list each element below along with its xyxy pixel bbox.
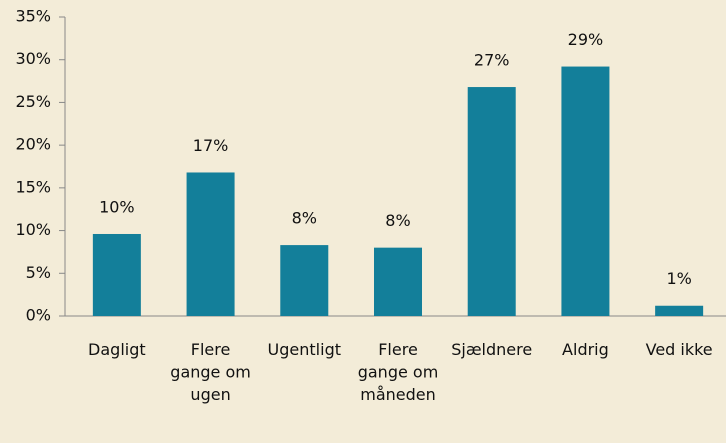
y-tick-label: 10% <box>15 220 51 239</box>
x-tick-label: Ugentligt <box>268 340 341 359</box>
x-tick-label: Flere gange om ugen <box>170 340 251 404</box>
data-label: 8% <box>385 211 410 230</box>
bar <box>374 247 422 316</box>
data-label: 8% <box>292 209 317 228</box>
data-label: 10% <box>99 197 135 216</box>
x-tick-label: Ved ikke <box>646 340 713 359</box>
data-label: 17% <box>193 136 229 155</box>
data-label: 27% <box>474 51 510 70</box>
x-tick-label: Sjældnere <box>451 340 532 359</box>
x-tick-label: Flere gange om måneden <box>358 340 439 404</box>
x-tick-label: Dagligt <box>88 340 146 359</box>
bar <box>467 87 516 317</box>
bar <box>92 233 141 316</box>
y-tick-label: 35% <box>15 7 51 26</box>
y-tick-label: 15% <box>15 177 51 196</box>
data-label: 29% <box>568 30 604 49</box>
y-tick-label: 30% <box>15 49 51 68</box>
bar <box>280 245 329 316</box>
bar <box>186 172 235 316</box>
bar <box>561 66 610 316</box>
y-tick-label: 0% <box>26 306 51 325</box>
data-label: 1% <box>666 269 691 288</box>
x-tick-label: Aldrig <box>562 340 609 359</box>
bar <box>655 305 704 316</box>
y-tick-label: 20% <box>15 135 51 154</box>
y-tick-label: 25% <box>15 92 51 111</box>
y-tick-label: 5% <box>26 263 51 282</box>
